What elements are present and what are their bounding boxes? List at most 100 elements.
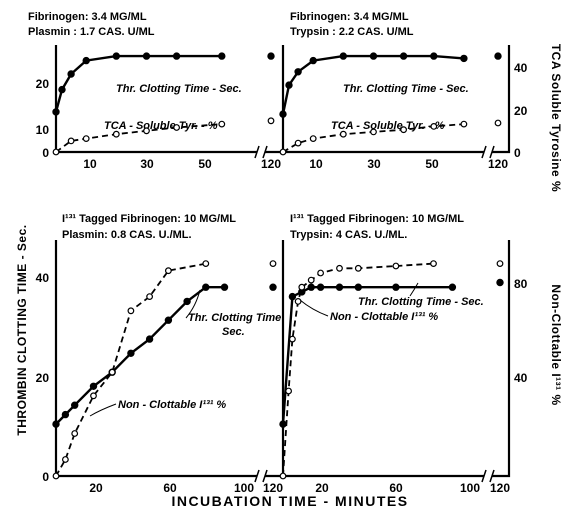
data-point-top-right-solid-6 <box>399 52 408 60</box>
data-point-top-left-dashed-7 <box>267 117 275 125</box>
data-point-bottom-right-solid-0 <box>279 420 287 428</box>
data-point-bottom-right-solid-1 <box>288 292 297 301</box>
data-point-bottom-right-solid-8 <box>448 283 457 291</box>
header-bottom-left-2: Plasmin: 0.8 CAS. U./ML. <box>62 229 192 241</box>
data-point-bottom-left-solid-8 <box>183 297 191 306</box>
tick-top-right-y-20: 20 <box>514 104 528 118</box>
header-top-right-1: Fibrinogen: 3.4 MG/ML <box>290 11 409 23</box>
break-mark-top-right <box>481 145 495 159</box>
data-point-bottom-left-solid-9 <box>202 283 210 291</box>
data-point-bottom-right-solid-3 <box>307 283 315 291</box>
data-point-top-right-dashed-1 <box>294 139 302 147</box>
tick-bottom-right-x-120: 120 <box>490 481 510 495</box>
data-point-top-right-solid-2 <box>294 68 302 76</box>
leader-bottom-right-dashed <box>299 299 329 317</box>
tick-top-right-x-50: 50 <box>425 157 439 171</box>
data-point-top-left-solid-4 <box>112 52 121 60</box>
tick-labels: 0 10 20 0 20 40 10 30 50 120 10 30 50 12… <box>36 61 528 495</box>
data-point-bottom-left-solid-0 <box>52 420 60 428</box>
tick-bottom-right-x-20: 20 <box>315 481 329 495</box>
data-point-bottom-left-dashed-7 <box>164 267 172 275</box>
data-point-top-left-dashed-3 <box>112 130 120 138</box>
frame-bottom-right <box>281 240 511 478</box>
data-point-top-right-dashed-4 <box>370 128 377 136</box>
data-point-top-left-dashed-2 <box>82 135 90 143</box>
data-point-top-right-dashed-6 <box>430 122 438 130</box>
data-point-bottom-right-dashed-7 <box>336 264 343 272</box>
header-bottom-right-1: I¹³¹ Tagged Fibrinogen: 10 MG/ML <box>290 213 464 225</box>
data-point-bottom-right-dashed-10 <box>430 260 437 268</box>
header-bottom-left-1: I¹³¹ Tagged Fibrinogen: 10 MG/ML <box>62 213 236 225</box>
data-point-top-left-solid-3 <box>82 56 90 65</box>
data-point-top-left-solid-6 <box>172 52 181 60</box>
data-point-bottom-left-solid-5 <box>127 349 135 357</box>
label-top-right-solid: Thr. Clotting Time - Sec. <box>343 83 469 95</box>
data-point-top-right-dashed-7 <box>460 120 468 128</box>
label-top-left-solid: Thr. Clotting Time - Sec. <box>116 83 242 95</box>
data-point-bottom-right-solid-6 <box>354 283 362 291</box>
data-point-top-right-solid-3 <box>309 56 317 65</box>
data-point-top-left-solid-1 <box>58 85 66 94</box>
data-point-top-right-solid-4 <box>339 52 347 60</box>
x-axis-title: INCUBATION TIME - MINUTES <box>171 493 408 509</box>
label-bottom-left-solid-2: Sec. <box>222 326 245 338</box>
data-point-top-right-solid-0 <box>279 110 287 118</box>
data-point-bottom-left-dashed-9 <box>269 260 277 268</box>
data-point-bottom-left-solid-7 <box>164 316 173 324</box>
data-point-top-right-solid-1 <box>285 81 293 89</box>
tick-top-right-x-30: 30 <box>367 157 381 171</box>
data-point-bottom-right-dashed-4 <box>298 283 306 291</box>
data-point-top-right-solid-8 <box>460 54 468 63</box>
data-point-top-right-dashed-3 <box>339 130 347 138</box>
data-point-top-left-dashed-5 <box>173 124 181 131</box>
data-point-top-left-dashed-0 <box>52 148 60 156</box>
data-point-bottom-left-solid-3 <box>89 382 98 390</box>
data-point-top-left-dashed-1 <box>67 137 75 145</box>
data-point-top-left-dashed-6 <box>218 120 226 128</box>
y-axis-right-top-title: TCA Soluble Tyrosine % <box>549 44 563 192</box>
data-point-bottom-right-dashed-9 <box>392 262 400 270</box>
axis-break-bottom-right <box>484 470 492 482</box>
data-point-bottom-right-dashed-11 <box>496 260 504 268</box>
tick-bottom-left-x-120: 120 <box>263 481 283 495</box>
data-point-bottom-left-dashed-4 <box>108 368 116 376</box>
break-mark-top-left <box>254 145 268 159</box>
data-point-top-right-dashed-0 <box>279 148 287 156</box>
frame-top-right <box>281 45 511 154</box>
tick-top-left-x-50: 50 <box>198 157 212 171</box>
tick-bottom-left-y-20: 20 <box>36 371 50 385</box>
data-point-bottom-left-solid-6 <box>145 335 154 343</box>
tick-bottom-left-x-20: 20 <box>89 481 103 495</box>
data-point-bottom-left-solid-11 <box>269 283 277 291</box>
tick-top-left-y-10: 10 <box>36 123 50 137</box>
tick-bottom-right-y-40: 40 <box>514 371 528 385</box>
tick-bottom-left-y-0: 0 <box>42 470 49 484</box>
tick-bottom-right-x-60: 60 <box>389 481 403 495</box>
data-point-bottom-left-solid-2 <box>71 401 79 409</box>
data-point-top-left-dashed-4 <box>143 127 150 135</box>
data-point-top-right-solid-5 <box>369 52 378 60</box>
tick-bottom-left-x-100: 100 <box>234 481 254 495</box>
tick-top-left-y-20: 20 <box>36 77 50 91</box>
label-bottom-right-dashed: Non - Clottable I¹³¹ % <box>330 311 438 323</box>
data-point-bottom-left-dashed-5 <box>127 307 135 315</box>
break-mark-bottom-left <box>254 469 268 483</box>
label-top-left-dashed: TCA - Soluble Tyr. - % <box>104 120 218 132</box>
tick-top-left-y-0: 0 <box>42 146 49 160</box>
data-point-bottom-left-dashed-2 <box>71 430 79 437</box>
data-point-top-right-solid-7 <box>430 52 438 60</box>
data-point-bottom-right-solid-9 <box>496 278 504 287</box>
tick-bottom-right-y-80: 80 <box>514 277 528 291</box>
tick-top-left-x-120: 120 <box>261 157 281 171</box>
label-bottom-left-solid-1: Thr. Clotting Time <box>188 312 281 324</box>
tick-top-left-x-30: 30 <box>140 157 154 171</box>
tick-top-left-x-10: 10 <box>83 157 97 171</box>
header-bottom-right-2: Trypsin: 4 CAS. U./ML. <box>290 229 407 241</box>
header-top-right-2: Trypsin : 2.2 CAS. U/ML <box>290 26 414 38</box>
data-point-bottom-right-dashed-8 <box>354 264 362 272</box>
series-line-bottom-left-dashed <box>55 262 206 477</box>
chart-marks <box>52 52 504 480</box>
axis-break-bottom-left <box>257 470 265 482</box>
data-point-top-left-solid-8 <box>267 52 275 60</box>
tick-top-right-y-40: 40 <box>514 61 528 75</box>
